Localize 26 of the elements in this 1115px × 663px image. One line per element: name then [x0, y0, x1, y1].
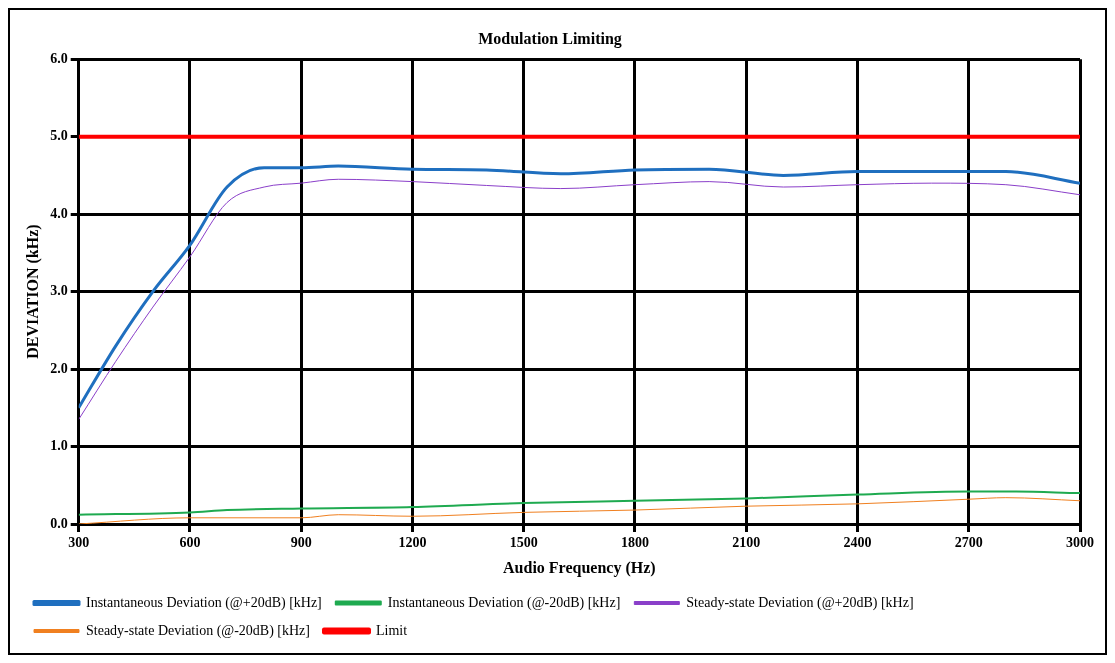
x-axis-title: Audio Frequency (Hz) [503, 558, 656, 577]
x-tick-label: 2700 [954, 535, 983, 551]
chart-title: Modulation Limiting [478, 29, 622, 48]
x-tick-label: 1200 [398, 535, 427, 551]
y-tick-label: 0.0 [50, 515, 68, 531]
legend-label: Steady-state Deviation (@-20dB) [kHz] [86, 622, 310, 639]
line-series [78, 490, 1080, 516]
x-tick-label: 2400 [843, 535, 872, 551]
y-tick-label: 6.0 [50, 50, 68, 66]
y-tick-label: 5.0 [50, 128, 68, 144]
y-axis-title: DEVIATION (kHz) [23, 224, 42, 359]
legend-label: Steady-state Deviation (@+20dB) [kHz] [686, 594, 914, 611]
y-tick-label: 1.0 [50, 438, 68, 454]
legend-label: Limit [375, 622, 408, 638]
y-tick-label: 4.0 [50, 205, 68, 221]
x-tick-label: 1800 [620, 535, 649, 551]
x-tick-label: 300 [68, 535, 90, 551]
x-tick-label: 600 [179, 535, 201, 551]
legend-label: Instantaneous Deviation (@+20dB) [kHz] [86, 594, 322, 611]
y-tick-label: 2.0 [50, 360, 68, 376]
legend-label: Instantaneous Deviation (@-20dB) [kHz] [387, 594, 621, 611]
x-tick-label: 1500 [509, 535, 538, 551]
x-tick-label: 900 [290, 535, 312, 551]
x-tick-label: 3000 [1066, 535, 1094, 551]
y-tick-label: 3.0 [50, 283, 68, 299]
x-tick-label: 2100 [732, 535, 761, 551]
